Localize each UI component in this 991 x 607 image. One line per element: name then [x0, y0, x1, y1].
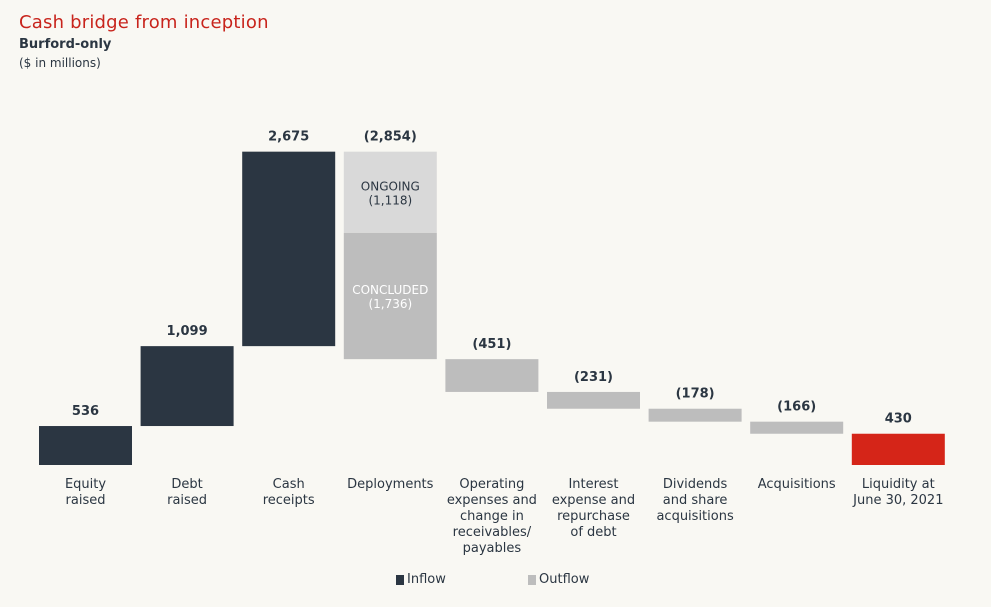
category-label-0-0: Equity	[65, 477, 106, 492]
category-label-2-1: receipts	[263, 493, 315, 508]
category-label-6-2: acquisitions	[656, 509, 734, 524]
value-label-6: (178)	[676, 387, 715, 402]
legend-swatch-inflow	[396, 574, 404, 585]
waterfall-chart: 536Equityraised1,099Debtraised2,675Cashr…	[39, 130, 945, 556]
category-label-6-1: and share	[663, 493, 728, 508]
category-label-4-0: Operating	[459, 477, 524, 492]
category-label-5-3: of debt	[570, 525, 616, 540]
bar-7	[750, 421, 844, 434]
chart-subtitle: Burford-only	[19, 37, 112, 52]
category-label-4-2: change in	[460, 509, 524, 524]
category-label-5-2: repurchase	[557, 509, 630, 524]
bar-2	[242, 151, 336, 347]
deployments-concluded-label: CONCLUDED	[352, 283, 428, 297]
value-label-2: 2,675	[268, 130, 309, 145]
bar-4	[445, 359, 539, 392]
legend-item-outflow: Outflow	[528, 572, 589, 587]
category-label-1-0: Debt	[171, 477, 202, 492]
value-label-5: (231)	[574, 370, 613, 385]
bar-6	[648, 408, 742, 422]
category-label-3-0: Deployments	[347, 477, 434, 492]
category-label-0-1: raised	[66, 493, 106, 508]
category-label-5-0: Interest	[568, 477, 618, 492]
chart-title: Cash bridge from inception	[19, 12, 269, 33]
category-label-1-1: raised	[167, 493, 207, 508]
bar-8	[851, 433, 945, 465]
category-label-6-0: Dividends	[663, 477, 728, 492]
category-label-2-0: Cash	[273, 477, 305, 492]
category-label-4-4: payables	[463, 541, 522, 556]
bar-deployments-concluded	[343, 232, 437, 360]
bar-0	[39, 426, 132, 465]
deployments-ongoing-value: (1,118)	[368, 193, 412, 207]
legend-label-inflow: Inflow	[407, 572, 446, 587]
deployments-concluded-value: (1,736)	[368, 297, 412, 311]
value-label-1: 1,099	[167, 324, 208, 339]
bar-deployments-ongoing	[343, 151, 437, 233]
category-label-4-1: expenses and	[447, 493, 537, 508]
value-label-3: (2,854)	[364, 130, 417, 145]
value-label-4: (451)	[472, 337, 511, 352]
legend-swatch-outflow	[528, 574, 536, 585]
category-label-7-0: Acquisitions	[758, 477, 836, 492]
category-label-8-0: Liquidity at	[862, 477, 935, 492]
units-label: ($ in millions)	[19, 56, 101, 70]
category-label-4-3: receivables/	[453, 525, 532, 540]
deployments-ongoing-label: ONGOING	[361, 179, 420, 193]
bar-5	[547, 391, 640, 409]
category-label-8-1: June 30, 2021	[852, 493, 943, 508]
value-label-0: 536	[72, 404, 99, 419]
category-label-5-1: expense and	[552, 493, 635, 508]
legend-label-outflow: Outflow	[539, 572, 590, 587]
value-label-8: 430	[885, 412, 912, 427]
value-label-7: (166)	[777, 400, 816, 415]
legend-item-inflow: Inflow	[396, 572, 446, 587]
bar-1	[140, 346, 234, 427]
